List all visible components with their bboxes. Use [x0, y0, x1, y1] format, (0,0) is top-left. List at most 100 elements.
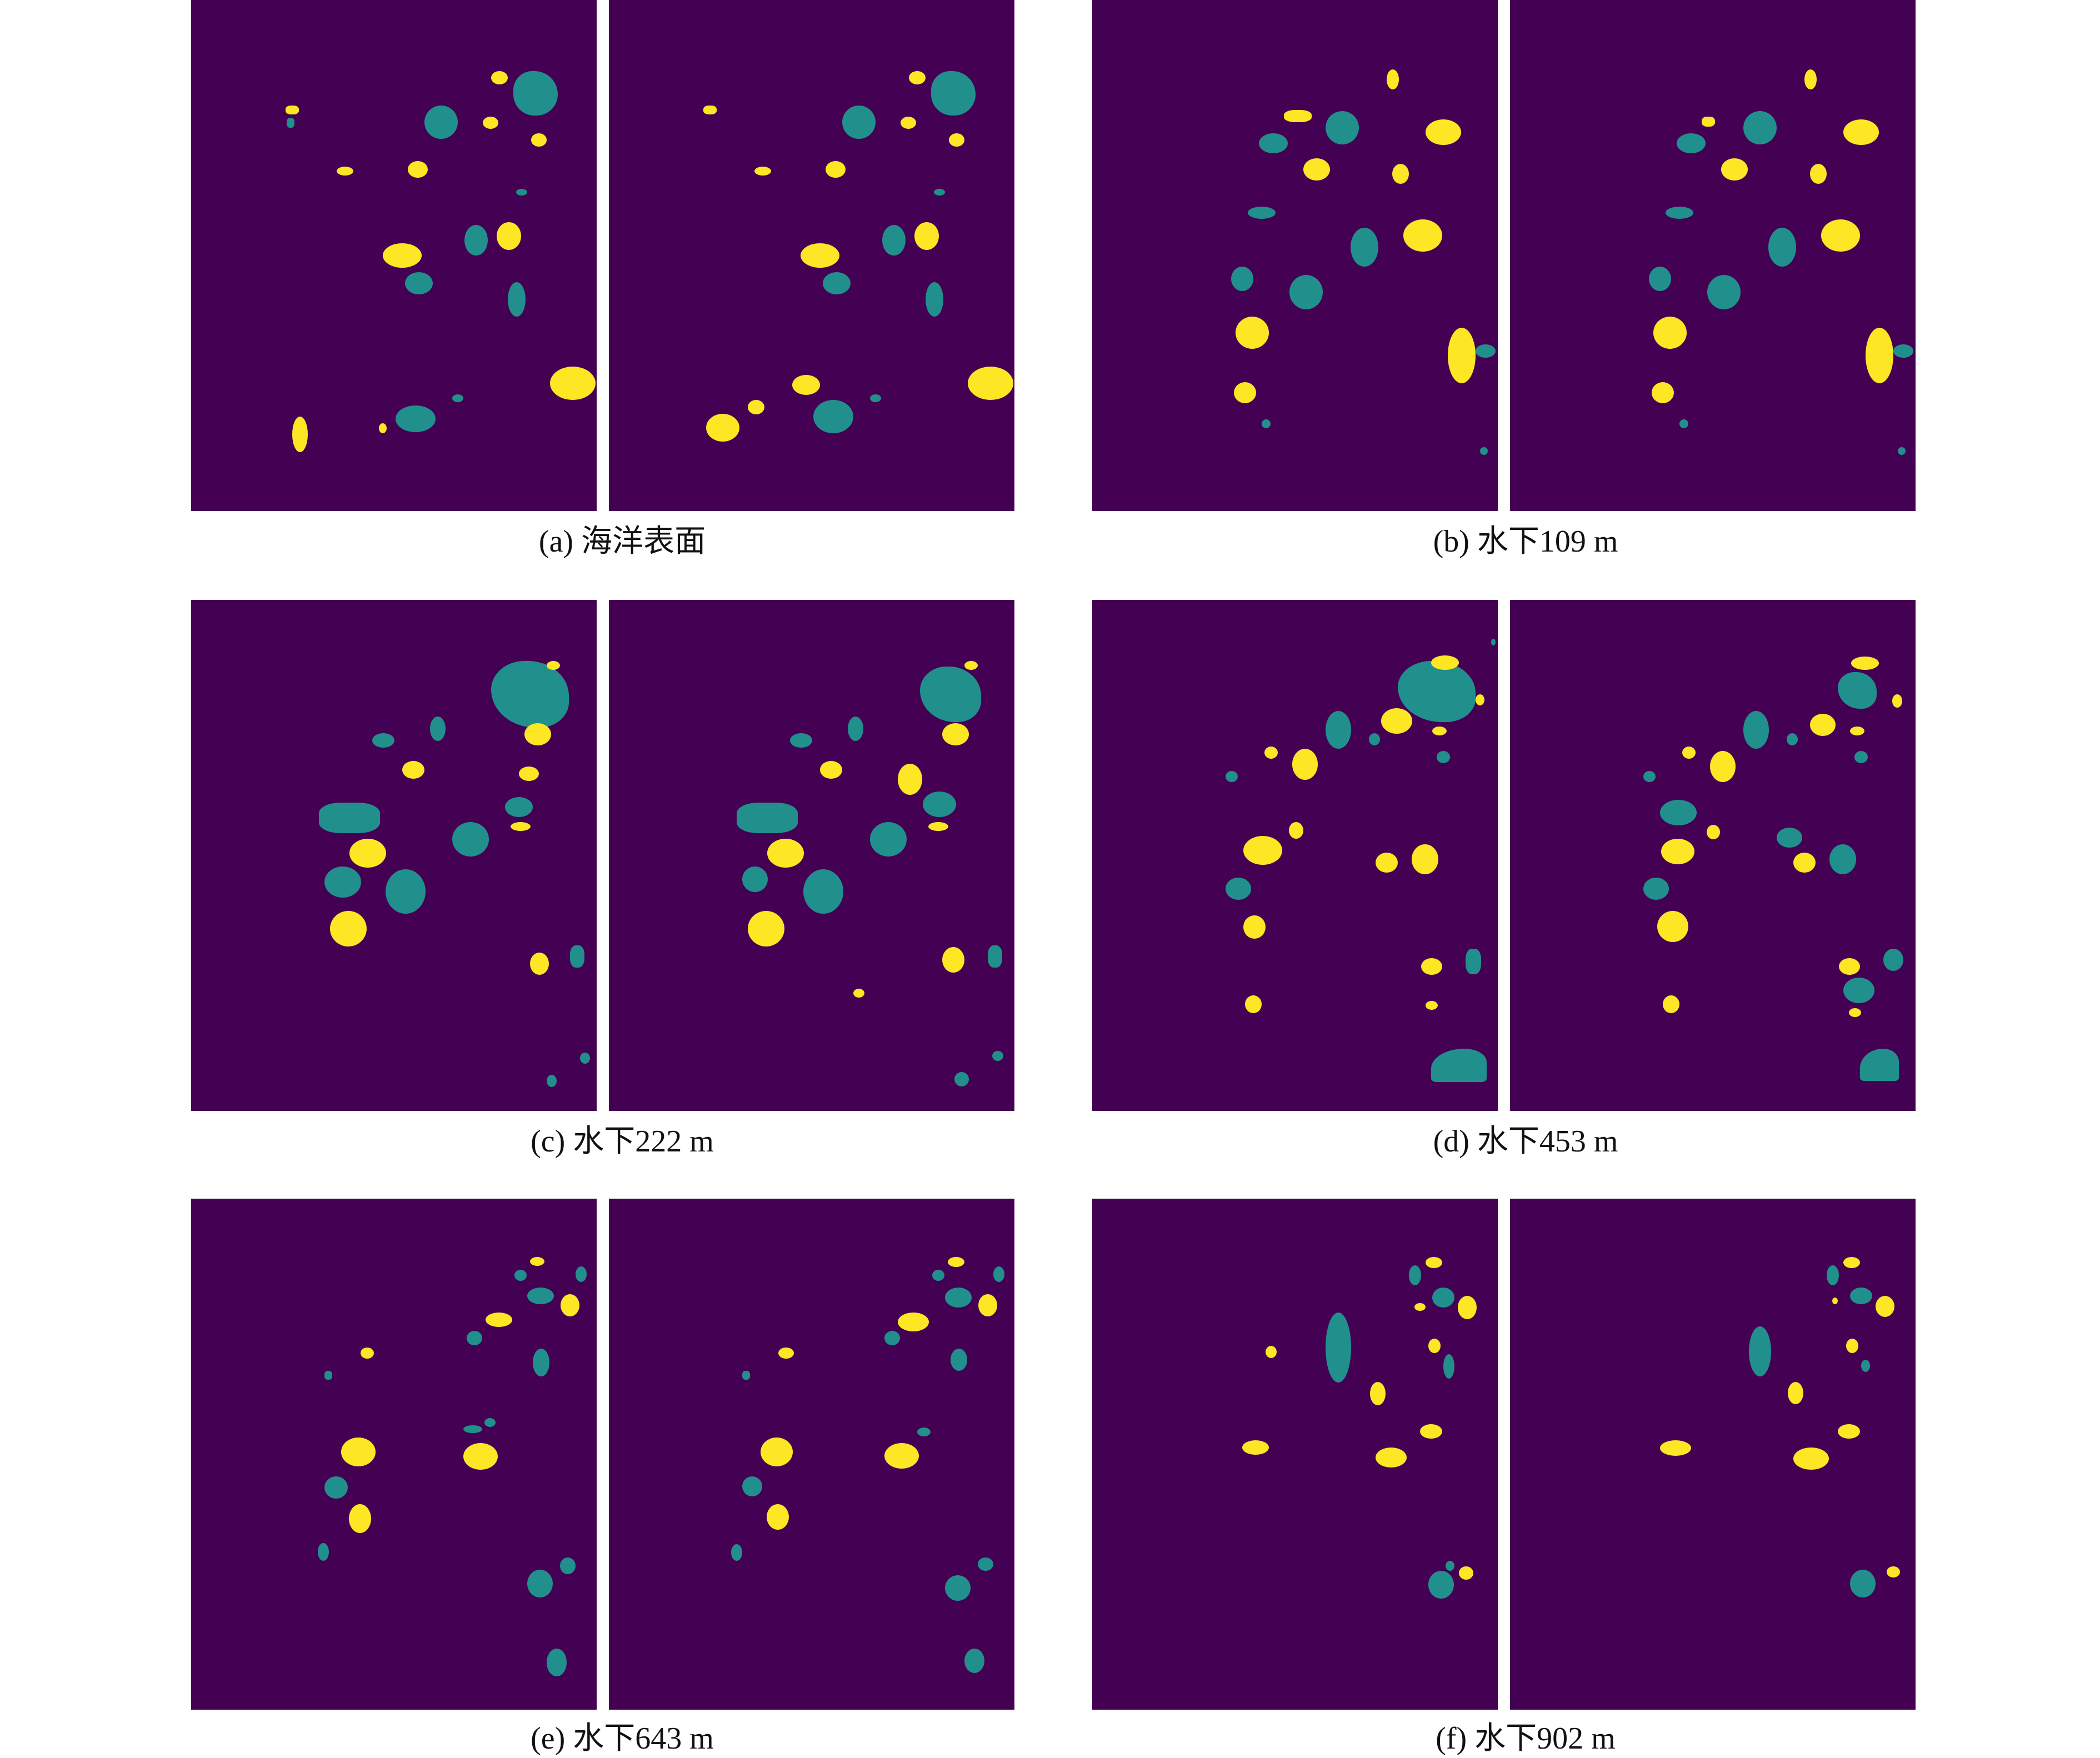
teal-blob [923, 792, 956, 817]
yellow-blob [1387, 69, 1399, 89]
teal-blob [424, 106, 458, 139]
yellow-blob [1793, 1448, 1829, 1470]
teal-blob [324, 1476, 348, 1499]
caption-f: (f) 水下902 m [1436, 1721, 1616, 1756]
yellow-blob [511, 822, 531, 831]
teal-blob [848, 717, 863, 741]
yellow-blob [483, 117, 498, 129]
panel-b-left [1092, 0, 1498, 511]
yellow-blob [901, 117, 916, 129]
yellow-blob [1370, 1382, 1386, 1405]
yellow-blob [1707, 825, 1720, 839]
teal-blob [1326, 711, 1351, 749]
teal-blob [527, 1288, 554, 1304]
teal-blob [742, 1476, 762, 1496]
yellow-blob [1653, 317, 1687, 349]
yellow-blob [703, 106, 717, 114]
teal-blob [917, 1428, 931, 1436]
teal-blob [992, 1051, 1003, 1061]
teal-blob [1432, 1288, 1454, 1308]
teal-blob [870, 822, 907, 857]
teal-blob [1749, 1326, 1771, 1376]
teal-blob [742, 1371, 750, 1380]
yellow-blob [942, 947, 964, 973]
teal-blob [842, 106, 876, 139]
teal-blob [945, 1288, 972, 1308]
teal-blob [731, 1544, 742, 1561]
yellow-blob [1849, 1008, 1861, 1017]
teal-blob [988, 945, 1002, 968]
panel-a-left [191, 0, 597, 511]
teal-blob [813, 400, 853, 433]
teal-blob [1677, 133, 1706, 153]
teal-blob [1476, 344, 1496, 358]
teal-blob [1480, 447, 1488, 455]
teal-blob [1262, 419, 1271, 428]
teal-blob [954, 1072, 969, 1086]
teal-blob [576, 1266, 587, 1282]
teal-blob [547, 1649, 567, 1676]
yellow-blob [1843, 119, 1879, 145]
teal-blob [1643, 878, 1669, 900]
yellow-blob [1234, 382, 1256, 403]
yellow-blob [748, 400, 764, 414]
yellow-blob [550, 367, 596, 400]
panel-d-left [1092, 600, 1498, 1111]
yellow-blob [1428, 1339, 1441, 1353]
teal-blob [932, 1270, 944, 1281]
teal-blob [882, 225, 906, 256]
teal-blob [920, 667, 981, 722]
yellow-blob [754, 167, 771, 176]
yellow-blob [1660, 1440, 1691, 1456]
teal-blob [1351, 228, 1378, 267]
yellow-blob [337, 167, 353, 176]
yellow-blob [379, 423, 387, 433]
teal-blob [1466, 949, 1481, 974]
panel-a-right [609, 0, 1014, 511]
teal-blob [993, 1266, 1004, 1282]
panel-e-right [609, 1199, 1014, 1710]
teal-blob [580, 1053, 590, 1064]
teal-blob [742, 867, 768, 892]
yellow-blob [1458, 1296, 1477, 1319]
yellow-blob [761, 1438, 793, 1466]
teal-blob [1743, 711, 1769, 749]
teal-blob [430, 717, 446, 741]
caption-d: (d) 水下453 m [1433, 1124, 1618, 1159]
yellow-blob [1289, 822, 1303, 839]
yellow-blob [1284, 110, 1312, 122]
teal-blob [1248, 207, 1276, 219]
yellow-blob [1721, 158, 1748, 181]
teal-blob [945, 1575, 971, 1601]
yellow-blob [497, 222, 521, 250]
yellow-blob [530, 953, 549, 975]
teal-blob [516, 189, 527, 196]
yellow-blob [1702, 117, 1715, 127]
teal-blob [560, 1557, 576, 1574]
panel-b-right [1510, 0, 1916, 511]
yellow-blob [853, 989, 864, 998]
yellow-blob [486, 1313, 512, 1327]
teal-blob [1660, 800, 1697, 825]
teal-blob [318, 1543, 329, 1561]
teal-blob [1666, 207, 1693, 219]
teal-blob [964, 1649, 984, 1673]
yellow-blob [1850, 727, 1864, 735]
yellow-blob [1243, 836, 1282, 865]
teal-blob [926, 282, 943, 317]
yellow-blob [820, 761, 842, 779]
yellow-blob [349, 1504, 371, 1533]
teal-blob [1409, 1265, 1421, 1285]
yellow-blob [1414, 1303, 1426, 1311]
yellow-blob [1663, 995, 1679, 1013]
yellow-blob [1476, 694, 1484, 705]
teal-blob [1787, 733, 1798, 745]
teal-blob [405, 272, 433, 294]
yellow-blob [463, 1443, 498, 1470]
teal-blob [1838, 672, 1877, 709]
teal-blob [1431, 1049, 1487, 1082]
teal-blob [1491, 639, 1496, 645]
teal-blob [1883, 949, 1903, 971]
yellow-blob [1403, 219, 1442, 252]
yellow-blob [942, 723, 969, 745]
